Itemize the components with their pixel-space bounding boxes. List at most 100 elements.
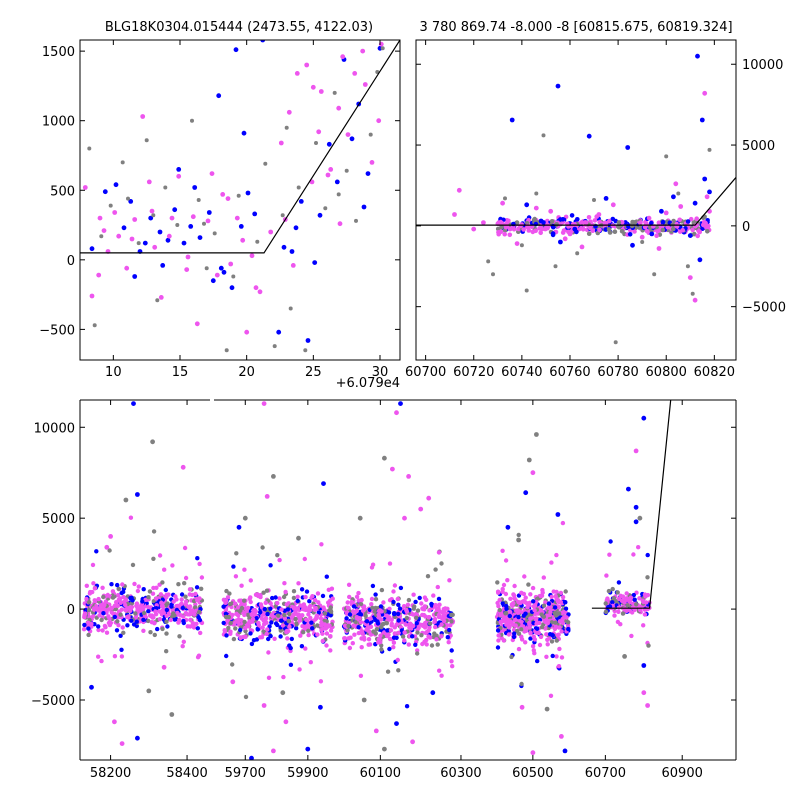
bottom-season-point bbox=[291, 612, 296, 617]
top-right-band-point bbox=[507, 232, 513, 238]
bottom-season-point bbox=[356, 625, 361, 630]
bottom-season-point bbox=[549, 560, 554, 565]
bottom-season-point bbox=[146, 595, 151, 600]
bottom-season-point bbox=[264, 588, 270, 593]
bottom-season-point bbox=[181, 618, 186, 624]
bottom-season-point bbox=[86, 626, 91, 631]
top-right-band-point bbox=[545, 223, 551, 229]
top-right-gray-point bbox=[664, 154, 669, 159]
bottom-season-point bbox=[511, 634, 517, 640]
bottom-season-point bbox=[419, 633, 424, 638]
bottom-season-point bbox=[324, 574, 329, 579]
bottom-season-point bbox=[310, 626, 315, 631]
bottom-season-point bbox=[146, 618, 151, 624]
bottom-season-point bbox=[319, 627, 324, 633]
bottom-season-point bbox=[249, 612, 254, 617]
top-right-xtick-label: 60780 bbox=[597, 365, 638, 380]
bottom-season-point bbox=[514, 608, 519, 613]
bottom-season-point bbox=[557, 600, 562, 605]
top-left-blue-point bbox=[365, 171, 371, 177]
bottom-season-point bbox=[638, 607, 643, 613]
bottom-season-point bbox=[154, 585, 159, 590]
bottom-season-point bbox=[329, 586, 335, 591]
bottom-season-point bbox=[554, 638, 559, 643]
top-left-gray-point bbox=[196, 198, 201, 202]
bottom-season-point bbox=[516, 532, 521, 538]
top-right-ytick-label: 5000 bbox=[742, 139, 775, 154]
bottom-season-point bbox=[141, 617, 146, 622]
bottom-season-point bbox=[188, 608, 193, 613]
bottom-season-point bbox=[557, 625, 562, 630]
bottom-season-point bbox=[364, 619, 370, 624]
top-left-gray-point bbox=[144, 138, 149, 143]
bottom-season-point bbox=[197, 609, 202, 615]
bottom-outlier-point bbox=[394, 721, 399, 726]
bottom-outlier-point bbox=[280, 690, 286, 696]
bottom-season-point bbox=[352, 632, 357, 637]
bottom-season-point bbox=[553, 620, 558, 625]
bottom-season-point bbox=[404, 607, 409, 613]
top-right-band-point bbox=[583, 220, 589, 225]
bottom-season-point bbox=[191, 625, 197, 630]
bottom-season-point bbox=[287, 611, 292, 617]
bottom-season-point bbox=[528, 636, 533, 641]
bottom-season-point bbox=[177, 634, 182, 639]
bottom-season-point bbox=[295, 594, 300, 599]
top-left-blue-point bbox=[361, 204, 367, 210]
bottom-season-point bbox=[315, 591, 321, 596]
bottom-season-point bbox=[435, 584, 440, 590]
bottom-season-point bbox=[198, 630, 203, 636]
bottom-season-point bbox=[119, 590, 124, 596]
bottom-season-point bbox=[501, 582, 507, 588]
bottom-season-point bbox=[223, 600, 228, 605]
bottom-season-point bbox=[427, 621, 433, 626]
top-left-gray-point bbox=[314, 141, 318, 145]
bottom-season-point bbox=[417, 595, 422, 601]
top-right-magenta-point bbox=[567, 231, 573, 237]
bottom-season-point bbox=[324, 643, 329, 648]
top-left-gray-point bbox=[263, 161, 268, 166]
bottom-season-point bbox=[120, 625, 125, 630]
bottom-season-point bbox=[434, 637, 439, 642]
top-left-magenta-point bbox=[214, 272, 220, 278]
top-left-magenta-point bbox=[149, 208, 155, 214]
bottom-season-point bbox=[176, 620, 181, 625]
bottom-season-point bbox=[414, 621, 419, 626]
bottom-season-point bbox=[160, 626, 165, 632]
bottom-season-point bbox=[396, 618, 401, 623]
bottom-season-point bbox=[282, 581, 287, 586]
bottom-season-point bbox=[413, 642, 418, 647]
bottom-season-point bbox=[140, 599, 145, 604]
bottom-outlier-point bbox=[418, 506, 424, 512]
bottom-season-point bbox=[348, 635, 353, 640]
bottom-season-point bbox=[445, 635, 450, 640]
bottom-season-point bbox=[441, 606, 446, 612]
bottom-season-point bbox=[563, 589, 568, 594]
top-left-gray-point bbox=[175, 223, 180, 227]
top-right-band-point bbox=[580, 227, 586, 232]
top-left-magenta-point bbox=[318, 89, 324, 94]
top-left-magenta-point bbox=[112, 210, 118, 215]
bottom-season-point bbox=[319, 620, 324, 625]
bottom-outlier-point bbox=[382, 455, 387, 461]
bottom-season-point bbox=[288, 662, 294, 667]
bottom-season-point bbox=[145, 604, 151, 610]
top-right-blue-point bbox=[586, 133, 592, 139]
bottom-season-point bbox=[398, 585, 404, 591]
top-right-gray-point bbox=[541, 133, 546, 138]
bottom-season-point bbox=[293, 616, 298, 622]
bottom-season-point bbox=[532, 608, 537, 613]
top-right-blue-point bbox=[707, 189, 712, 195]
bottom-season-point bbox=[625, 603, 630, 608]
bottom-season-point bbox=[556, 604, 562, 610]
bottom-season-point bbox=[504, 622, 509, 627]
bottom-season-point bbox=[308, 603, 313, 609]
top-right-band-point bbox=[533, 228, 538, 234]
top-left-gray-point bbox=[284, 125, 289, 130]
bottom-season-point bbox=[386, 615, 392, 620]
bottom-season-point bbox=[345, 600, 350, 605]
bottom-season-point bbox=[138, 604, 143, 609]
bottom-outlier-point bbox=[406, 474, 411, 479]
top-right-band-point bbox=[655, 229, 660, 234]
top-right-band-point bbox=[619, 229, 625, 234]
